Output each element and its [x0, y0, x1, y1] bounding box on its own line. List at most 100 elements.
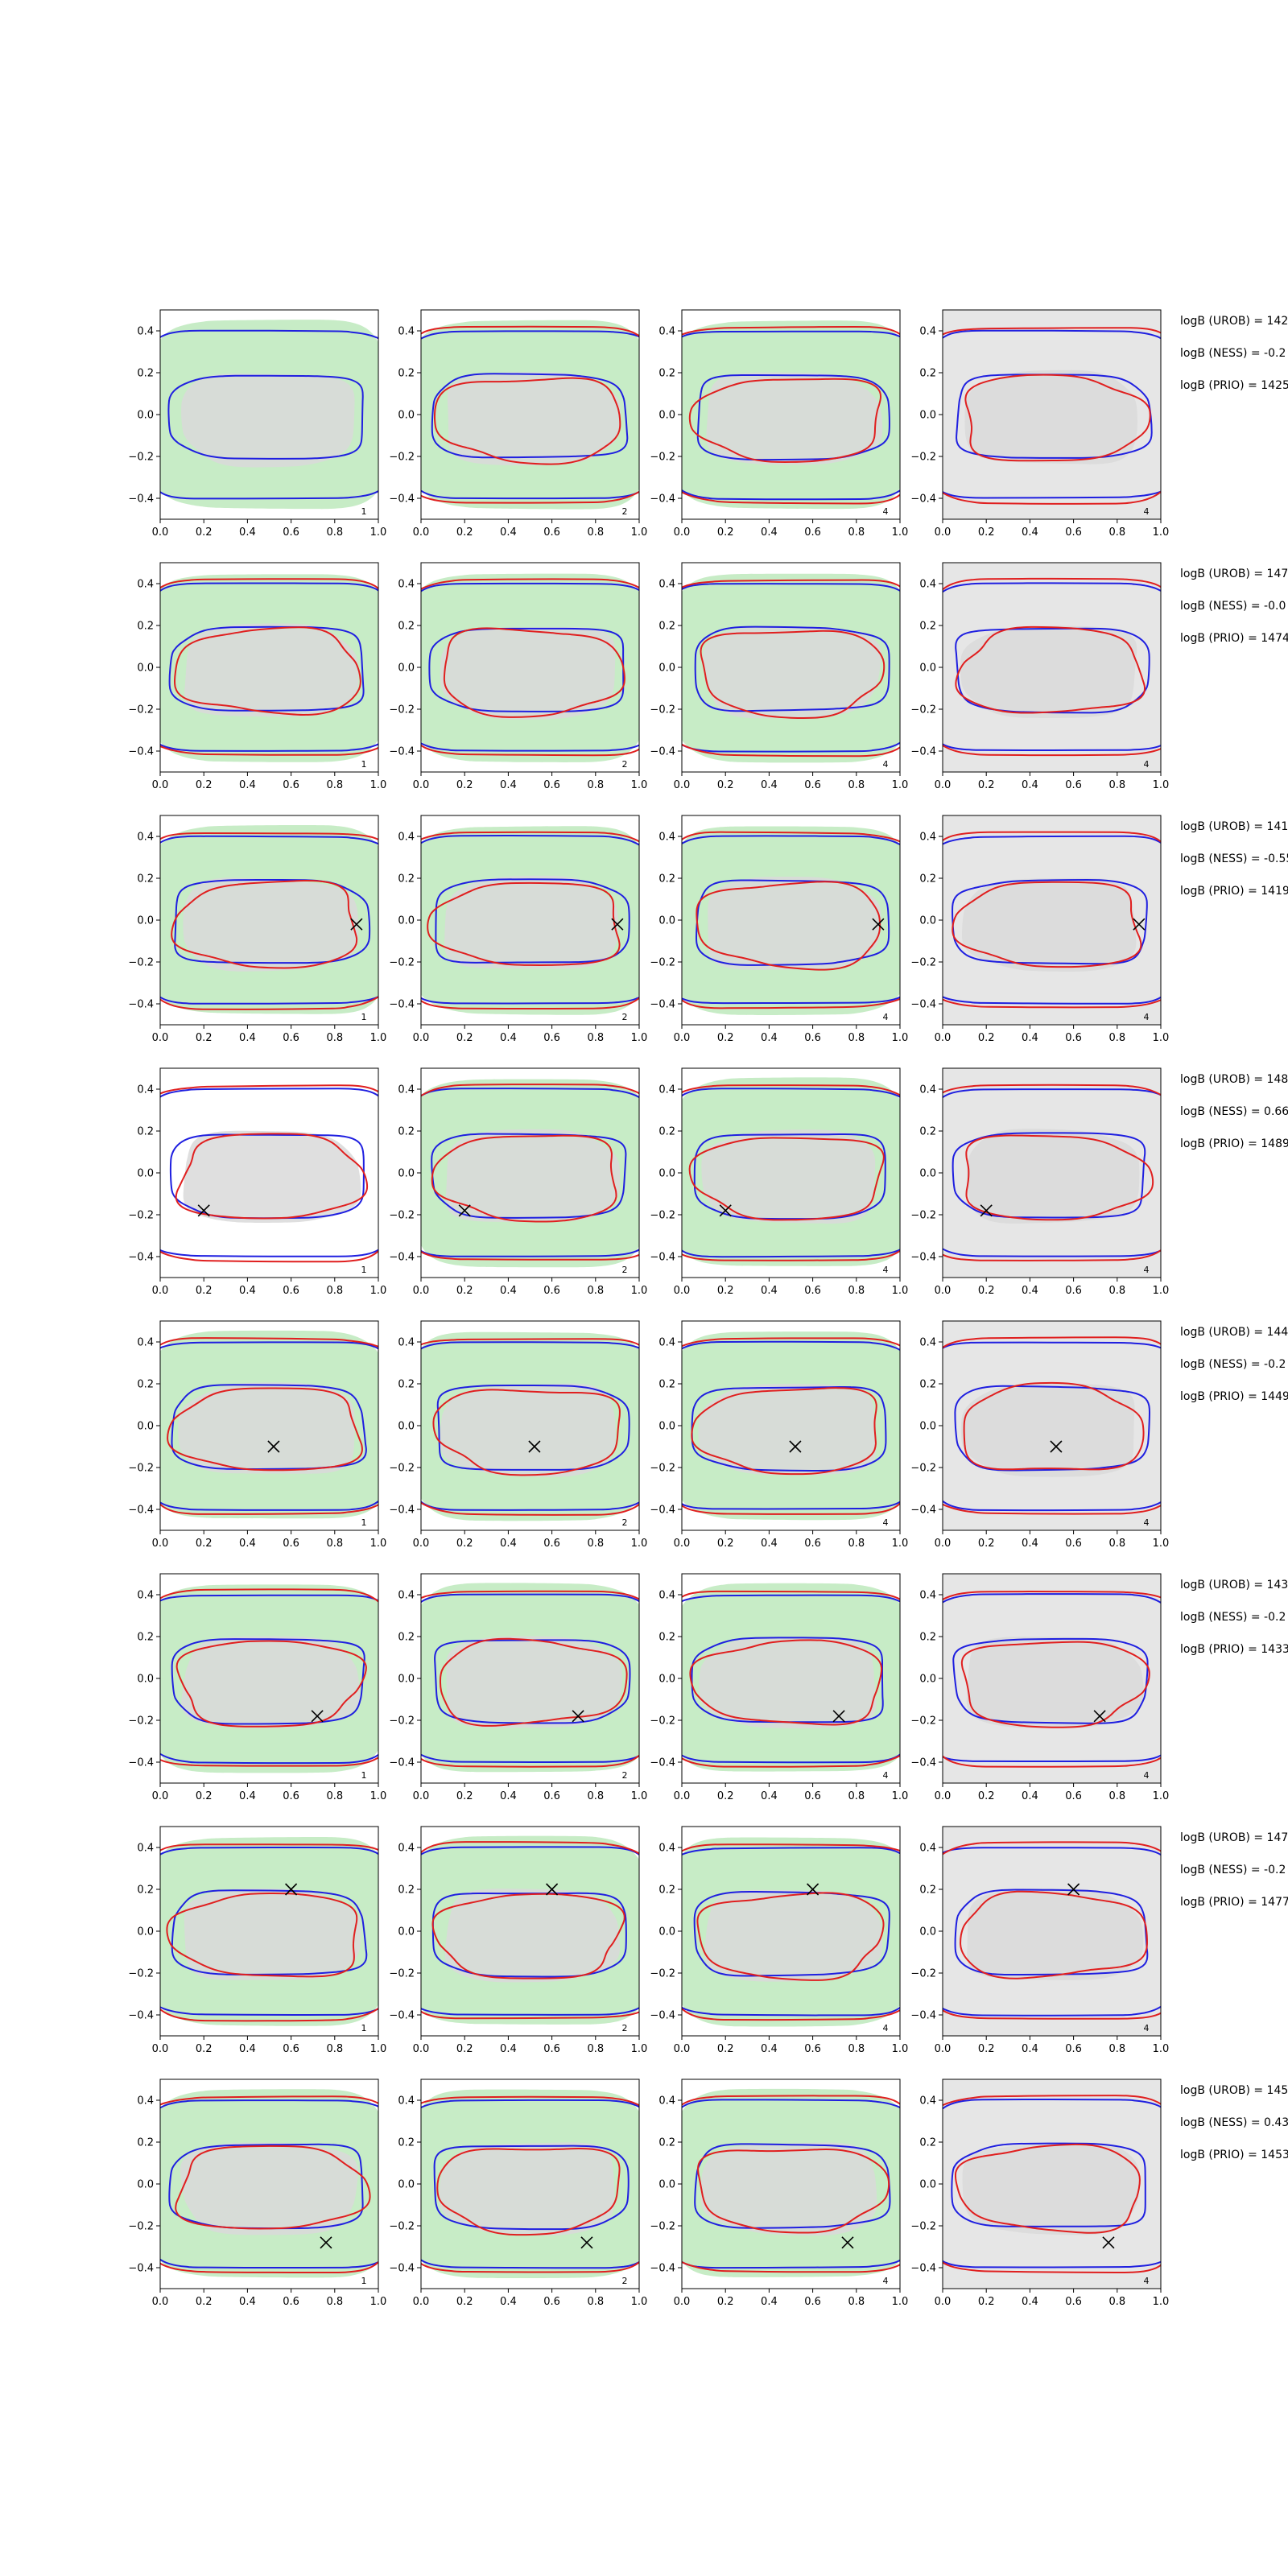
y-tick-label: 0.2 — [658, 1126, 675, 1138]
panel-tag: 2 — [622, 1770, 628, 1781]
x-tick-label: 0.2 — [717, 1032, 734, 1044]
y-tick-label: −0.4 — [650, 2010, 675, 2022]
panel-tag: 2 — [622, 1012, 628, 1022]
x-tick-label: 0.4 — [761, 779, 778, 791]
red-inner-contour — [960, 1890, 1148, 1979]
x-tick-label: 0.0 — [935, 1790, 952, 1802]
y-tick-label: −0.2 — [910, 452, 936, 464]
x-tick-label: 0.4 — [239, 2296, 256, 2308]
red-outer-contour — [160, 1588, 378, 1767]
x-tick-label: 0.4 — [1022, 1285, 1038, 1297]
figure-row-4: 10.40.20.0−0.2−0.40.0 0.2 0.4 0.6 0.8 1.020.4… — [128, 1067, 1288, 1297]
red-inner-contour — [427, 881, 621, 966]
x-tick-label: 0.8 — [587, 1538, 604, 1550]
y-tick-label: 0.4 — [658, 1337, 675, 1349]
y-tick-label: −0.2 — [910, 2221, 936, 2233]
logb-label: logB (NESS) = -0.55 — [1180, 852, 1288, 865]
y-tick-label: −0.2 — [389, 452, 415, 464]
x-tick-label: 0.6 — [804, 1538, 821, 1550]
y-tick-label: −0.4 — [128, 1757, 154, 1769]
x-tick-label: 1.0 — [1153, 779, 1170, 791]
panel-r4-c3: 4 0.4 0.2 0.0 −0.2 −0.4 0.0 0.2 0.4 0.6 0.8 1.0 — [650, 1067, 908, 1297]
y-tick-label: −0.2 — [910, 704, 936, 716]
gray-region — [178, 1382, 355, 1474]
y-tick-label: 0.4 — [658, 326, 675, 338]
blue-inner-contour — [435, 878, 630, 964]
figure-row-2: 10.40.20.0−0.2−0.40.0 0.2 0.4 0.6 0.8 1.020.4… — [128, 562, 1288, 791]
panel-r1-c2: 2 0.4 0.2 0.0 −0.2 −0.4 0.0 0.2 0.4 0.6 0.8 1.0 — [389, 309, 647, 539]
x-tick-label: 0.6 — [804, 2043, 821, 2055]
y-tick-label: −0.2 — [389, 704, 415, 716]
x-tick-label: 0.0 — [413, 2296, 430, 2308]
y-tick-label: −0.2 — [128, 452, 154, 464]
x-tick-label: 0.6 — [283, 1790, 299, 1802]
x-tick-label: 0.2 — [717, 2296, 734, 2308]
x-tick-label: 0.0 — [413, 526, 430, 539]
x-tick-label: 0.8 — [587, 779, 604, 791]
x-tick-label: 0.0 — [674, 1032, 691, 1044]
panel-tag: 4 — [1144, 1012, 1150, 1022]
logb-label: logB (PRIO) = 1489 — [1180, 1137, 1288, 1150]
blue-outer-contour — [943, 1341, 1161, 1512]
red-outer-contour — [943, 577, 1161, 757]
gray-region — [184, 1888, 361, 1980]
gray-region — [183, 877, 359, 972]
y-tick-label: 0.2 — [398, 1126, 415, 1138]
x-tick-label: 0.2 — [978, 2043, 995, 2055]
panel-tag: 1 — [361, 1517, 367, 1528]
panel-r1-c3: 4 0.4 0.2 0.0 −0.2 −0.4 0.0 0.2 0.4 0.6 0.8 1.0 — [650, 309, 908, 539]
blue-outer-contour — [421, 1088, 639, 1257]
x-tick-label: 0.0 — [152, 1285, 169, 1297]
x-tick-label: 0.8 — [1108, 1285, 1125, 1297]
x-tick-label: 0.6 — [283, 1285, 299, 1297]
x-tick-label: 0.2 — [978, 1032, 995, 1044]
red-outer-contour — [682, 2095, 900, 2273]
logb-label: logB (UROB) = 148 — [1180, 1073, 1288, 1086]
panel-tag: 4 — [883, 1517, 889, 1528]
y-tick-label: 0.0 — [398, 663, 415, 675]
gray-region — [706, 372, 883, 465]
x-tick-label: 0.4 — [500, 2043, 517, 2055]
panel-tag: 2 — [622, 759, 628, 770]
blue-outer-contour — [160, 582, 378, 752]
y-tick-label: 0.0 — [658, 2179, 675, 2191]
y-tick-label: 0.4 — [658, 579, 675, 591]
red-outer-contour — [421, 325, 639, 504]
x-tick-label: 0.0 — [413, 1032, 430, 1044]
panel-tag: 1 — [361, 1012, 367, 1022]
y-tick-label: 0.4 — [398, 1337, 415, 1349]
y-tick-label: 0.0 — [137, 915, 154, 927]
x-tick-label: 0.6 — [804, 779, 821, 791]
x-tick-label: 0.0 — [674, 779, 691, 791]
logb-label: logB (NESS) = 0.66 — [1180, 1105, 1288, 1118]
x-marker — [1102, 2236, 1115, 2249]
blue-inner-contour — [434, 1639, 631, 1724]
x-tick-label: 0.8 — [1108, 1790, 1125, 1802]
red-inner-contour — [700, 630, 886, 719]
gray-region — [444, 875, 619, 969]
red-inner-contour — [952, 881, 1142, 968]
panel-tag: 4 — [883, 1265, 889, 1275]
panel-tag: 4 — [1144, 1265, 1150, 1275]
y-tick-label: −0.2 — [389, 1715, 415, 1728]
panel-r2-c3: 4 0.4 0.2 0.0 −0.2 −0.4 0.0 0.2 0.4 0.6 0.8 1.0 — [650, 562, 908, 791]
panel-r6-c4: 4 0.4 0.2 0.0 −0.2 −0.4 0.0 0.2 0.4 0.6 0.8 1.0 — [910, 1573, 1169, 1802]
y-tick-label: 0.4 — [398, 1084, 415, 1096]
x-tick-label: 0.4 — [761, 1790, 778, 1802]
x-tick-label: 0.6 — [804, 1790, 821, 1802]
y-tick-label: 0.0 — [658, 663, 675, 675]
x-marker — [580, 2236, 593, 2249]
blue-outer-contour — [682, 835, 900, 1005]
y-tick-label: 0.2 — [658, 368, 675, 380]
x-tick-label: 0.4 — [239, 2043, 256, 2055]
y-tick-label: 0.0 — [137, 1421, 154, 1433]
x-marker — [458, 1204, 471, 1217]
y-tick-label: −0.2 — [128, 1210, 154, 1222]
blue-inner-contour — [952, 1132, 1146, 1219]
y-tick-label: 0.2 — [919, 368, 936, 380]
panel-r7-c1: 1 0.4 0.2 0.0 −0.2 −0.4 0.0 0.2 0.4 0.6 0.8 1.0 — [128, 1826, 386, 2055]
panel-r4-c1: 1 0.4 0.2 0.0 −0.2 −0.4 0.0 0.2 0.4 0.6 0.8 1.0 — [128, 1067, 386, 1297]
panel-r5-c3: 4 0.4 0.2 0.0 −0.2 −0.4 0.0 0.2 0.4 0.6 0.8 1.0 — [650, 1320, 908, 1550]
blue-outer-contour — [421, 1846, 639, 2016]
x-tick-label: 0.8 — [326, 2043, 343, 2055]
